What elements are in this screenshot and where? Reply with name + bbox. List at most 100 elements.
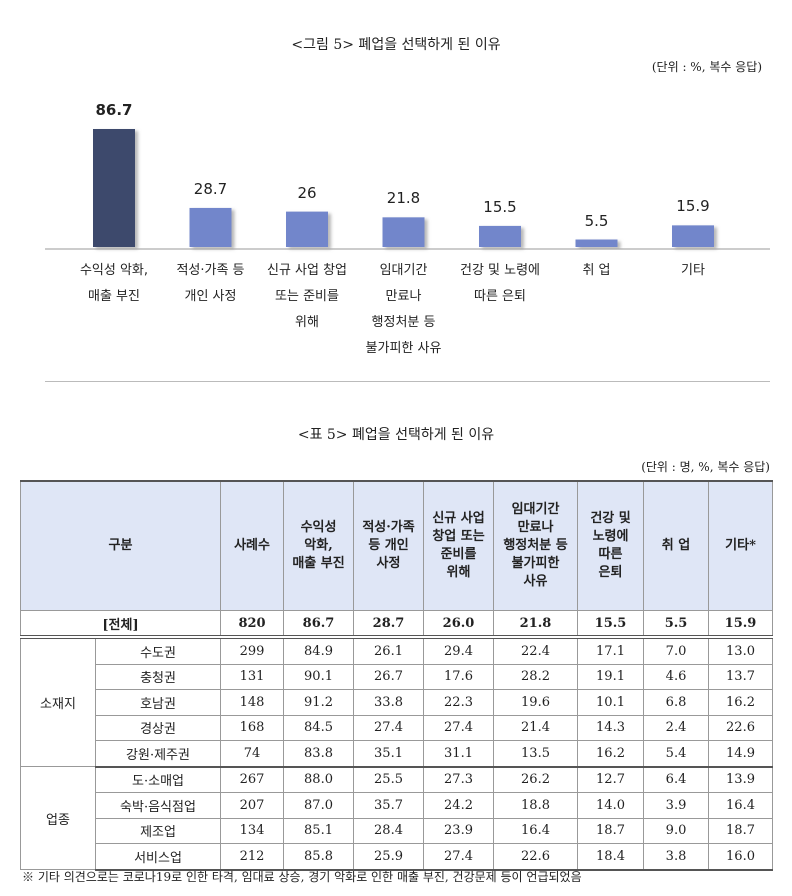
- table-title: <표 5> 폐업을 선택하게 된 이유: [297, 427, 495, 443]
- value-label: 15.5: [483, 197, 517, 216]
- row-label: 숙박·음식점업: [94, 792, 222, 819]
- category-label: 수익성 악화, 매출 부진: [79, 263, 149, 304]
- data-row: 업종 도·소매업 267 88.0 25.5 27.3 26.2 12.7 6.4 13.9: [20, 766, 774, 870]
- cell: 3.9: [643, 792, 710, 819]
- bar: [189, 207, 232, 247]
- cell: 31.1: [423, 740, 495, 768]
- value-label: 26: [297, 183, 317, 202]
- cell: 26.2: [493, 766, 579, 793]
- cell: 14.9: [708, 740, 774, 768]
- header-cell: 수익성 악화, 매출 부진: [283, 480, 355, 611]
- cell: 19.6: [493, 689, 579, 716]
- category-label: 임대기간 만료나 행정처분 등 불가피한 사유: [365, 263, 442, 356]
- cell: 2.4: [643, 714, 710, 741]
- cell: 28.7: [353, 610, 425, 639]
- cell: 84.5: [283, 714, 355, 741]
- cell: 84.9: [283, 636, 355, 665]
- value-label: 21.8: [386, 189, 421, 208]
- data-row: 숙박·음식점업 207 87.0 35.7 24.2 18.8 14.0 3.9 16.4: [21, 792, 774, 819]
- cell: 28.2: [493, 663, 579, 690]
- table-unit: (단위 : 명, %, 복수 응답): [641, 460, 770, 474]
- bar: [479, 225, 521, 247]
- cell: 18.8: [493, 792, 579, 819]
- data-row: 호남권 148 91.2 33.8 22.3 19.6 10.1 6.8 16.2: [21, 689, 774, 716]
- row-label: 강원·제주권: [94, 740, 222, 768]
- chart-title: <그림 5> 폐업을 선택하게 된 이유: [291, 37, 501, 53]
- cell: 16.4: [493, 817, 579, 844]
- cell: 820: [220, 610, 285, 639]
- value-label: 86.7: [95, 101, 133, 119]
- cell: 16.2: [577, 740, 645, 768]
- chart-unit: (단위 : %, 복수 응답): [651, 60, 762, 74]
- cell: 29.4: [423, 636, 495, 665]
- cell: 22.3: [423, 689, 495, 716]
- bar: [286, 211, 328, 247]
- header-cell: 사례수: [220, 480, 285, 611]
- cell: 267: [220, 766, 285, 793]
- cell: 85.8: [283, 843, 355, 871]
- cell: 24.2: [423, 792, 495, 819]
- cell: 134: [220, 817, 285, 844]
- cell: 22.6: [708, 714, 774, 741]
- cell: 13.0: [708, 636, 774, 665]
- row-label: 제조업: [94, 817, 222, 844]
- cell: 21.8: [493, 610, 579, 639]
- header-cell: 건강 및 노령에 따른 은퇴: [577, 480, 645, 611]
- cell: 91.2: [283, 689, 355, 716]
- cell: 22.6: [493, 843, 579, 871]
- cell: 28.4: [353, 817, 425, 844]
- data-row: 충청권 131 90.1 26.7 17.6 28.2 19.1 4.6 13.7: [21, 663, 774, 690]
- row-label: 호남권: [94, 689, 222, 716]
- cell: 16.2: [708, 689, 774, 716]
- cell: 26.0: [423, 610, 495, 639]
- cell: 18.4: [577, 843, 645, 871]
- cell: 87.0: [283, 792, 355, 819]
- group-label: 소재지: [20, 636, 96, 767]
- data-row: 강원·제주권 74 83.8 35.1 31.1 13.5 16.2 5.4 14.9: [21, 740, 774, 768]
- header-cell: 적성·가족 등 개인 사정: [353, 480, 425, 611]
- category-label: 건강 및 노령에 따른 은퇴: [459, 263, 541, 304]
- data-row: 서비스업 212 85.8 25.9 27.4 22.6 18.4 3.8 16.0: [21, 843, 774, 871]
- cell: 12.7: [577, 766, 645, 793]
- value-label: 28.7: [193, 179, 228, 198]
- value-label: 15.9: [676, 197, 710, 216]
- cell: 6.8: [643, 689, 710, 716]
- cell: 27.4: [423, 714, 495, 741]
- cell: 5.4: [643, 740, 710, 768]
- footnote: ※ 기타 의견으로는 코로나19로 인한 타격, 임대료 상승, 경기 악화로 …: [22, 870, 582, 884]
- cell: 25.9: [353, 843, 425, 871]
- cell: 27.4: [423, 843, 495, 871]
- cell: 207: [220, 792, 285, 819]
- cell: 85.1: [283, 817, 355, 844]
- group-label: 업종: [20, 766, 96, 870]
- row-label: 서비스업: [94, 843, 222, 871]
- category-label: 적성·가족 등 개인 사정: [176, 263, 245, 304]
- table: 구분 사례수 수익성 악화, 매출 부진 적성·가족 등 개인 사정 신규 사업 창업 …: [19, 480, 774, 871]
- cell: 5.5: [643, 610, 710, 639]
- cell: 22.4: [493, 636, 579, 665]
- cell: 14.0: [577, 792, 645, 819]
- cell: 13.9: [708, 766, 774, 793]
- cell: 26.7: [353, 663, 425, 690]
- cell: 19.1: [577, 663, 645, 690]
- data-row: 제조업 134 85.1 28.4 23.9 16.4 18.7 9.0 18.7: [21, 817, 774, 844]
- cell: 27.4: [353, 714, 425, 741]
- cell: 17.1: [577, 636, 645, 665]
- header-cell: 임대기간 만료나 행정처분 등 불가피한 사유: [493, 480, 579, 611]
- cell: 6.4: [643, 766, 710, 793]
- cell: 16.0: [708, 843, 774, 871]
- cell: 23.9: [423, 817, 495, 844]
- cell: 299: [220, 636, 285, 665]
- cell: 17.6: [423, 663, 495, 690]
- cell: 18.7: [708, 817, 774, 844]
- cell: 33.8: [353, 689, 425, 716]
- cell: 90.1: [283, 663, 355, 690]
- cell: 15.5: [577, 610, 645, 639]
- category-label: 신규 사업 창업 또는 준비를 위해: [266, 263, 348, 330]
- cell: 21.4: [493, 714, 579, 741]
- bar: [93, 129, 135, 247]
- row-label: 도·소매업: [94, 766, 222, 793]
- cell: 83.8: [283, 740, 355, 768]
- cell: 16.4: [708, 792, 774, 819]
- cell: 88.0: [283, 766, 355, 793]
